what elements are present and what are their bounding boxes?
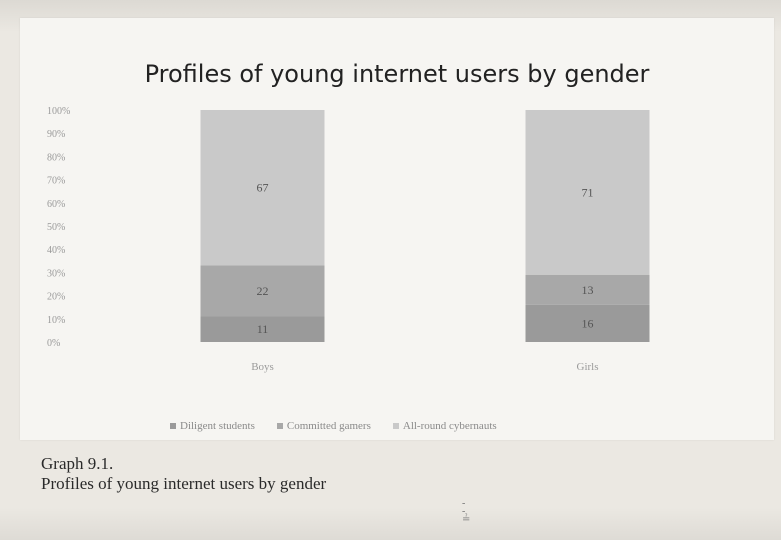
legend-swatch <box>170 423 176 429</box>
y-tick-label: 40% <box>47 245 65 256</box>
y-tick-label: 90% <box>47 129 65 140</box>
caption-title: Profiles of young internet users by gend… <box>41 474 327 493</box>
bar-segment <box>525 110 650 275</box>
stacked-bar-chart: 0% 10% 20% 30% 40% 50% 60% 70% 80% 90% 100% 11 22 67 B… <box>47 106 650 373</box>
data-label: 67 <box>257 181 269 195</box>
chart-legend: Diligent students Committed gamers All-rou… <box>170 420 497 432</box>
x-category-label: Girls <box>577 361 599 373</box>
y-tick-label: 10% <box>47 315 65 326</box>
y-tick-label: 80% <box>47 152 65 163</box>
legend-item: Committed gamers <box>276 420 371 432</box>
bar-segment <box>525 274 650 305</box>
legend-swatch <box>276 423 283 429</box>
chart-title: Profiles of young internet users by gend… <box>144 60 650 88</box>
y-tick-label: 20% <box>47 292 65 303</box>
legend-label: Diligent students <box>180 420 255 432</box>
legend-label: All-round cybernauts <box>402 420 497 432</box>
y-tick-label: 30% <box>47 268 65 279</box>
data-label: 16 <box>582 316 594 330</box>
legend-label: Committed gamers <box>286 420 371 432</box>
bar-segment <box>200 110 325 266</box>
x-category-label: Boys <box>251 361 274 373</box>
legend-swatch <box>392 423 399 429</box>
caption-number: Graph 9.1. <box>41 454 114 473</box>
legend-item: All-round cybernauts <box>392 420 497 432</box>
bar-segment <box>525 304 650 342</box>
chart-panel: Profiles of young internet users by gend… <box>20 18 774 440</box>
y-tick-label: 50% <box>47 222 65 233</box>
figure-caption: Graph 9.1. Profiles of young internet us… <box>41 454 326 494</box>
data-label: 11 <box>257 322 269 336</box>
page-mark-decoration: ‐ ‑ ≟ <box>462 498 471 525</box>
bar-segment <box>200 265 325 317</box>
data-label: 71 <box>582 185 594 199</box>
data-label: 13 <box>582 283 594 297</box>
bar-segment <box>200 316 325 342</box>
y-tick-label: 60% <box>47 199 65 210</box>
data-label: 22 <box>257 284 269 298</box>
legend-item: Diligent students <box>170 420 255 432</box>
y-tick-label: 70% <box>47 176 65 187</box>
y-tick-label: 0% <box>47 338 60 349</box>
y-tick-label: 100% <box>47 106 70 117</box>
